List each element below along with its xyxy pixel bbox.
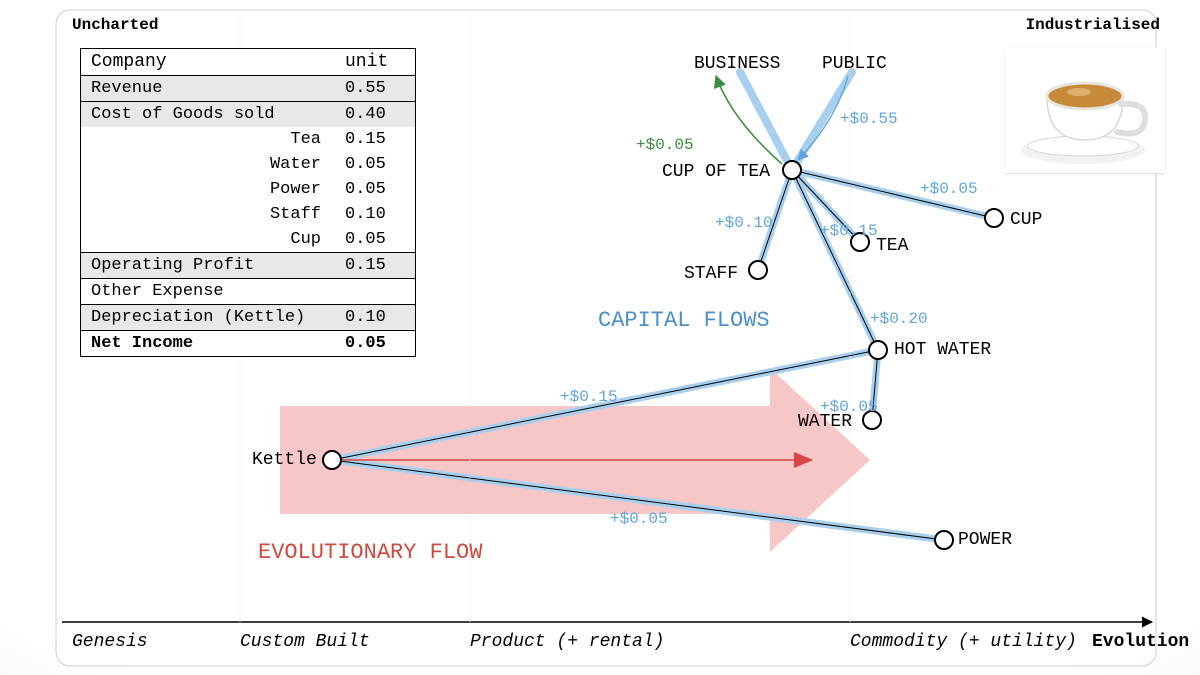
pnl-hdr-unit: unit [335, 49, 416, 76]
pnl-row: Water0.05 [81, 152, 416, 177]
axis-evolution: Evolution [1092, 632, 1189, 652]
flow-value: +$0.10 [715, 214, 773, 232]
node-staff [749, 261, 767, 279]
node-power [935, 531, 953, 549]
flow-value: +$0.05 [610, 510, 668, 528]
pnl-row: Tea0.15 [81, 127, 416, 152]
node-label-kettle: Kettle [252, 450, 317, 470]
edge-hotwater-cupoftea [792, 170, 878, 350]
pnl-table: CompanyunitRevenue0.55Cost of Goods sold… [80, 48, 416, 357]
corner-uncharted: Uncharted [72, 16, 158, 34]
pnl-row: Depreciation (Kettle)0.10 [81, 305, 416, 331]
teacup-image [1005, 48, 1165, 173]
node-label-power: POWER [958, 530, 1012, 550]
capital-flows-label: CAPITAL FLOWS [598, 308, 770, 333]
pnl-row: Other Expense [81, 279, 416, 305]
pnl-row: Cup0.05 [81, 227, 416, 253]
node-label-staff: STAFF [684, 264, 738, 284]
node-cup [985, 209, 1003, 227]
pnl-row: Operating Profit0.15 [81, 253, 416, 279]
axis-tick: Product (+ rental) [470, 632, 664, 652]
node-kettle [323, 451, 341, 469]
profit-value: +$0.05 [636, 136, 694, 154]
anchor-business: BUSINESS [694, 54, 780, 74]
node-label-hotwater: HOT WATER [894, 340, 991, 360]
pnl-row: Power0.05 [81, 177, 416, 202]
anchor-public: PUBLIC [822, 54, 887, 74]
pnl-row: Cost of Goods sold0.40 [81, 102, 416, 128]
node-cupoftea [783, 161, 801, 179]
pnl-row: Staff0.10 [81, 202, 416, 227]
axis-tick: Genesis [72, 632, 148, 652]
node-label-water: WATER [798, 412, 852, 432]
flow-value: +$0.15 [820, 222, 878, 240]
evolutionary-flow-label: EVOLUTIONARY FLOW [258, 540, 482, 565]
flow-value: +$0.05 [920, 180, 978, 198]
node-label-cupoftea: CUP OF TEA [662, 162, 770, 182]
flow-value: +$0.20 [870, 310, 928, 328]
public-value: +$0.55 [840, 110, 898, 128]
node-label-cup: CUP [1010, 210, 1042, 230]
pnl-hdr-company: Company [81, 49, 336, 76]
corner-industrialised: Industrialised [1026, 16, 1160, 34]
axis-tick: Commodity (+ utility) [850, 632, 1077, 652]
pnl-row: Revenue0.55 [81, 76, 416, 102]
axis-tick: Custom Built [240, 632, 370, 652]
node-hotwater [869, 341, 887, 359]
pnl-row: Net Income0.05 [81, 331, 416, 357]
ray-business [740, 72, 792, 170]
node-label-tea: TEA [876, 236, 908, 256]
wardley-map-stage: Uncharted Industrialised CompanyunitReve… [0, 0, 1200, 675]
flow-value: +$0.15 [560, 388, 618, 406]
